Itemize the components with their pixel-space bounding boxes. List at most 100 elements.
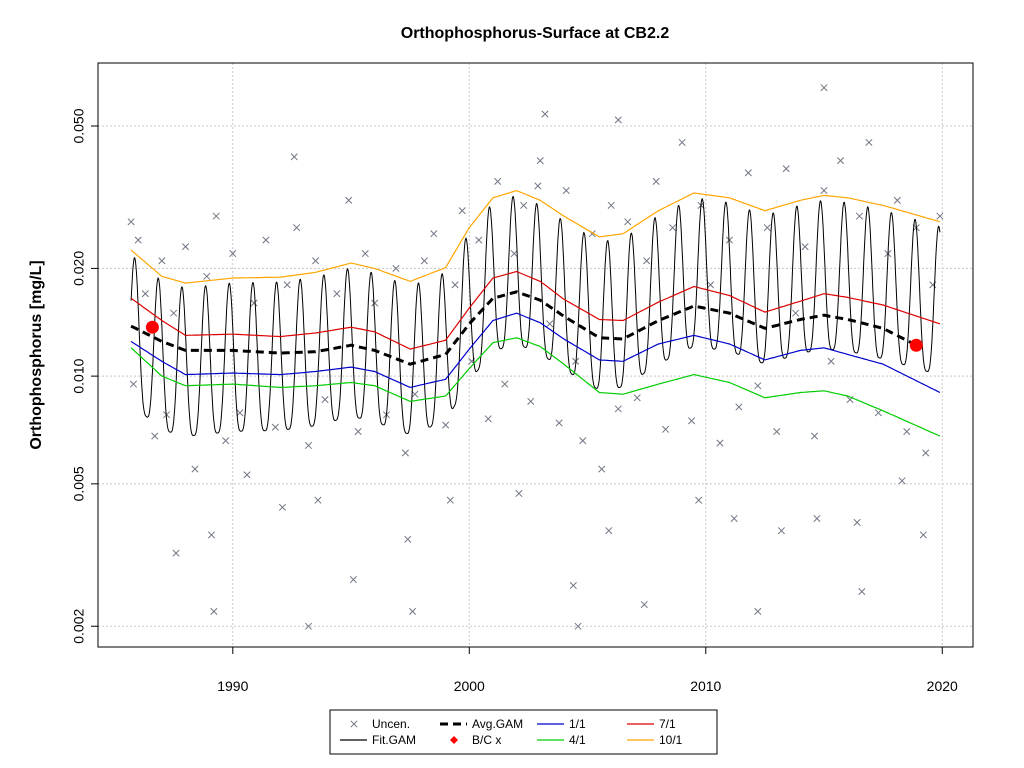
observation-point [662,425,670,433]
observation-point [446,496,454,504]
observation-point [333,290,341,298]
observation-point [898,477,906,485]
series-line-4-1 [130,337,941,437]
observation-point [763,224,771,232]
observation-point [777,527,785,535]
observation-point [408,607,417,615]
observation-point [605,527,613,535]
legend-symbol [350,720,358,728]
bc-points [145,320,923,352]
observation-point [236,409,244,417]
observation-point [151,432,159,440]
x-tick-label: 2000 [454,678,485,694]
observation-point [893,196,901,204]
observation-point [801,243,809,251]
observation-point [716,439,724,447]
series-line-7-1 [130,270,941,350]
observation-point [936,212,944,220]
legend-label: B/C x [472,733,501,747]
observation-point [633,394,641,402]
observation-point [501,380,509,388]
observation-point [773,428,781,436]
observation-point [401,449,409,457]
observation-point [640,600,648,609]
observation-point [203,272,211,280]
fit-gam-line [130,196,941,436]
legend-label: Uncen. [372,717,410,731]
observation-point [678,138,686,146]
observation-point [792,309,800,317]
observation-point [695,496,703,504]
y-tick-label: 0.020 [71,251,87,286]
observation-point [536,157,544,165]
observation-point [158,257,166,265]
observation-point [614,116,622,124]
observation-point [210,607,218,615]
series-line-1-1 [130,312,941,394]
observation-point [229,250,237,258]
observation-point [919,531,927,539]
observation-point [371,299,379,307]
observation-point [134,236,142,244]
observation-point [312,257,320,265]
legend-box [329,709,718,755]
observation-point [293,224,301,232]
observation-point [430,230,438,238]
observation-point [643,257,651,265]
y-axis: 0.002 0.005 0.010 0.020 0.050 [71,108,98,644]
observation-point [574,622,582,630]
observation-point [874,409,882,417]
legend: Uncen. Avg.GAM 1/1 7/1 Fit.GAM B/C x 4/1 10/1 [329,709,718,755]
observation-point [354,428,362,436]
observation-point [420,257,428,265]
observation-point [475,236,483,244]
observation-point [127,218,135,226]
observation-point [520,201,528,209]
observation-point [555,419,563,427]
observation-point [207,531,216,539]
x-axis: 1990 2000 2010 2020 [217,647,958,694]
observation-point [181,243,190,251]
legend-label: 1/1 [569,717,586,731]
observation-point [782,165,790,173]
bc-point [909,338,923,352]
observation-point [510,250,518,258]
y-axis-label: Orthophosphorus [mg/L] [28,260,45,449]
observation-point [744,169,752,177]
observation-point [754,607,762,615]
observation-point [172,549,180,557]
legend-label: 10/1 [659,733,683,747]
observation-point [562,187,570,195]
observation-point [321,396,329,404]
observation-point [922,449,930,457]
observation-point [141,290,149,298]
observation-points [127,84,944,630]
observation-point [442,421,450,429]
observation-point [607,201,615,209]
x-tick-label: 1990 [217,678,248,694]
legend-label: Fit.GAM [372,733,416,747]
legend-label: Avg.GAM [472,717,523,731]
observation-point [865,138,873,146]
grid [98,63,973,647]
observation-point [304,622,313,630]
observation-point [271,423,279,431]
legend-label: 7/1 [659,717,676,731]
series-line-10-1 [130,189,941,284]
observation-point [262,236,270,244]
plot-background [98,63,973,647]
observation-point [827,357,835,365]
observation-point [855,212,864,220]
observation-point [411,390,419,398]
observation-point [820,187,828,195]
observation-point [283,281,291,289]
plot-frame [97,62,974,648]
observation-point [212,212,220,220]
observation-point [730,514,738,523]
y-tick-label: 0.050 [71,108,87,143]
series-line-avg-gam [130,290,917,366]
legend-symbol [450,736,458,744]
observation-point [451,281,459,289]
observation-point [243,471,251,479]
